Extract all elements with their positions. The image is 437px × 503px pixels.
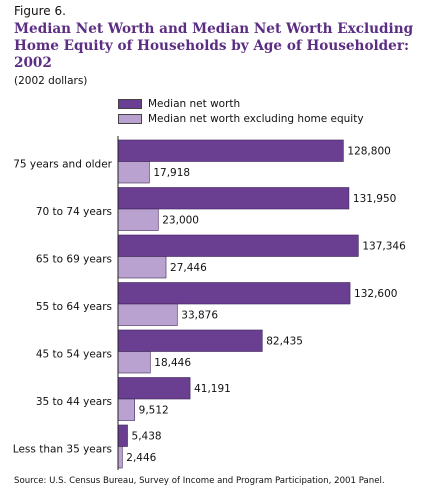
data-label-excl-home-equity-55-to-64-years: 33,876	[181, 309, 218, 321]
data-label-net-worth-35-to-44-years: 41,191	[194, 383, 231, 395]
bar-net-worth-45-to-54-years	[117, 329, 263, 352]
bar-excl-home-equity-70-to-74-years	[117, 208, 159, 231]
bar-net-worth-55-to-64-years	[117, 282, 351, 305]
figure-label: Figure 6.	[14, 4, 66, 18]
data-label-net-worth-less-than-35-years: 5,438	[132, 430, 162, 442]
bar-net-worth-less-than-35-years	[117, 424, 128, 447]
legend-label-net-worth-excl-home-equity: Median net worth excluding home equity	[148, 112, 364, 125]
chart-title: Median Net Worth and Median Net Worth Ex…	[14, 21, 414, 71]
data-label-excl-home-equity-65-to-69-years: 27,446	[170, 262, 207, 274]
category-label-less-than-35-years: Less than 35 years	[13, 444, 112, 456]
chart-marks: 75 years and older 128,800 17,918 70 to 74 …	[13, 136, 406, 470]
category-label-35-to-44-years: 35 to 44 years	[36, 396, 112, 408]
bar-excl-home-equity-35-to-44-years	[117, 398, 135, 421]
legend-swatch-net-worth	[118, 98, 142, 109]
data-label-excl-home-equity-75-years-and-older: 17,918	[153, 167, 190, 179]
category-label-55-to-64-years: 55 to 64 years	[36, 301, 112, 313]
category-label-65-to-69-years: 65 to 69 years	[36, 254, 112, 266]
bar-excl-home-equity-45-to-54-years	[117, 351, 151, 374]
bar-net-worth-70-to-74-years	[117, 187, 350, 210]
data-label-net-worth-45-to-54-years: 82,435	[266, 335, 303, 347]
legend-item-net-worth-excl-home-equity: Median net worth excluding home equity	[118, 112, 364, 125]
data-label-net-worth-70-to-74-years: 131,950	[353, 193, 396, 205]
data-label-excl-home-equity-35-to-44-years: 9,512	[139, 404, 169, 416]
data-label-net-worth-75-years-and-older: 128,800	[347, 145, 390, 157]
bar-net-worth-75-years-and-older	[117, 139, 344, 162]
data-label-excl-home-equity-70-to-74-years: 23,000	[162, 214, 199, 226]
data-label-net-worth-55-to-64-years: 132,600	[354, 288, 397, 300]
data-label-excl-home-equity-less-than-35-years: 2,446	[126, 452, 156, 464]
legend-item-net-worth: Median net worth	[118, 97, 240, 110]
legend-swatch-net-worth-excl-home-equity	[118, 113, 142, 124]
category-label-45-to-54-years: 45 to 54 years	[36, 349, 112, 361]
data-label-net-worth-65-to-69-years: 137,346	[362, 240, 406, 252]
bar-net-worth-65-to-69-years	[117, 234, 359, 257]
bar-excl-home-equity-65-to-69-years	[117, 256, 167, 279]
category-label-75-years-and-older: 75 years and older	[13, 159, 112, 171]
category-label-70-to-74-years: 70 to 74 years	[36, 206, 112, 218]
source-note: Source: U.S. Census Bureau, Survey of In…	[14, 476, 385, 486]
bar-excl-home-equity-75-years-and-older	[117, 161, 150, 184]
chart-subtitle: (2002 dollars)	[14, 75, 88, 87]
bar-excl-home-equity-55-to-64-years	[117, 303, 178, 326]
bar-net-worth-35-to-44-years	[117, 377, 191, 400]
bar-excl-home-equity-less-than-35-years	[117, 446, 123, 469]
data-label-excl-home-equity-45-to-54-years: 18,446	[154, 357, 191, 369]
legend-label-net-worth: Median net worth	[148, 97, 241, 110]
